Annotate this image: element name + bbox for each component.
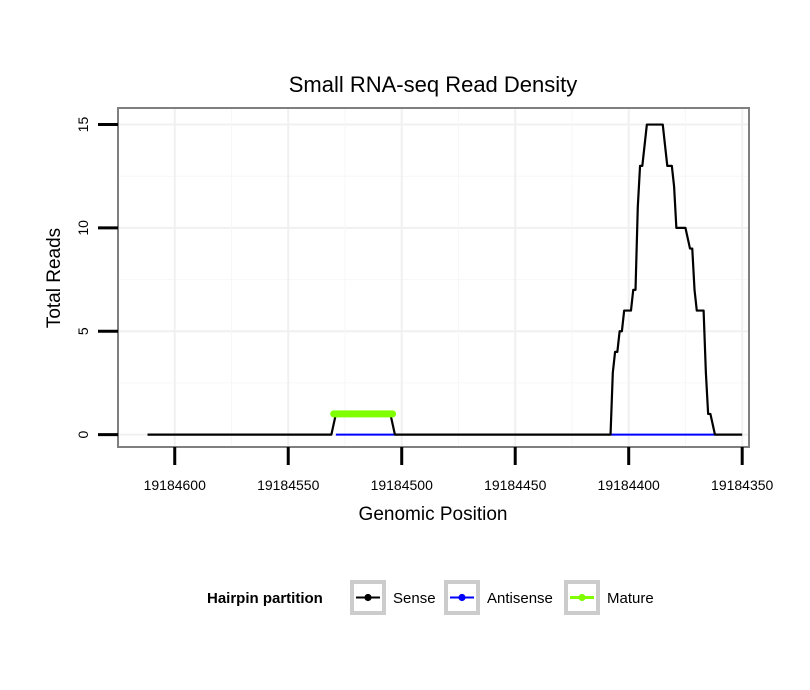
sense-series-line [147, 123, 743, 436]
y-tick-label: 10 [75, 220, 91, 236]
x-tick-label: 19184600 [144, 477, 207, 493]
y-tick-label: 15 [75, 117, 91, 133]
grid-lines [118, 108, 749, 447]
legend-label: Antisense [487, 590, 553, 607]
legend-label: Mature [607, 590, 654, 607]
x-axis-title: Genomic Position [359, 504, 508, 525]
legend-key-point [364, 593, 372, 602]
legend: Hairpin partition Sense Antisense Mature [207, 580, 654, 615]
x-tick-label: 19184550 [257, 477, 320, 493]
y-axis: 0 5 10 15 [75, 117, 118, 438]
legend-item-antisense: Antisense [444, 580, 553, 615]
y-axis-title: Total Reads [44, 228, 65, 328]
x-tick-label: 19184450 [484, 477, 547, 493]
plot-panel-border [117, 107, 750, 448]
legend-title: Hairpin partition [207, 590, 323, 607]
y-tick-label: 5 [75, 327, 91, 335]
x-tick-label: 19184350 [711, 477, 774, 493]
legend-label: Sense [393, 590, 436, 607]
legend-key-point [578, 593, 586, 602]
legend-key-point [458, 593, 466, 602]
plot-background [118, 108, 749, 447]
y-tick-label: 0 [75, 430, 91, 438]
plot-area [118, 108, 749, 447]
legend-item-sense: Sense [350, 580, 436, 615]
x-tick-label: 19184400 [598, 477, 661, 493]
legend-item-mature: Mature [564, 580, 654, 615]
x-axis: 19184600 19184550 19184500 19184450 19184400… [144, 447, 774, 493]
series-layer [147, 123, 743, 436]
x-tick-label: 19184500 [371, 477, 434, 493]
chart-title: Small RNA-seq Read Density [289, 72, 578, 97]
